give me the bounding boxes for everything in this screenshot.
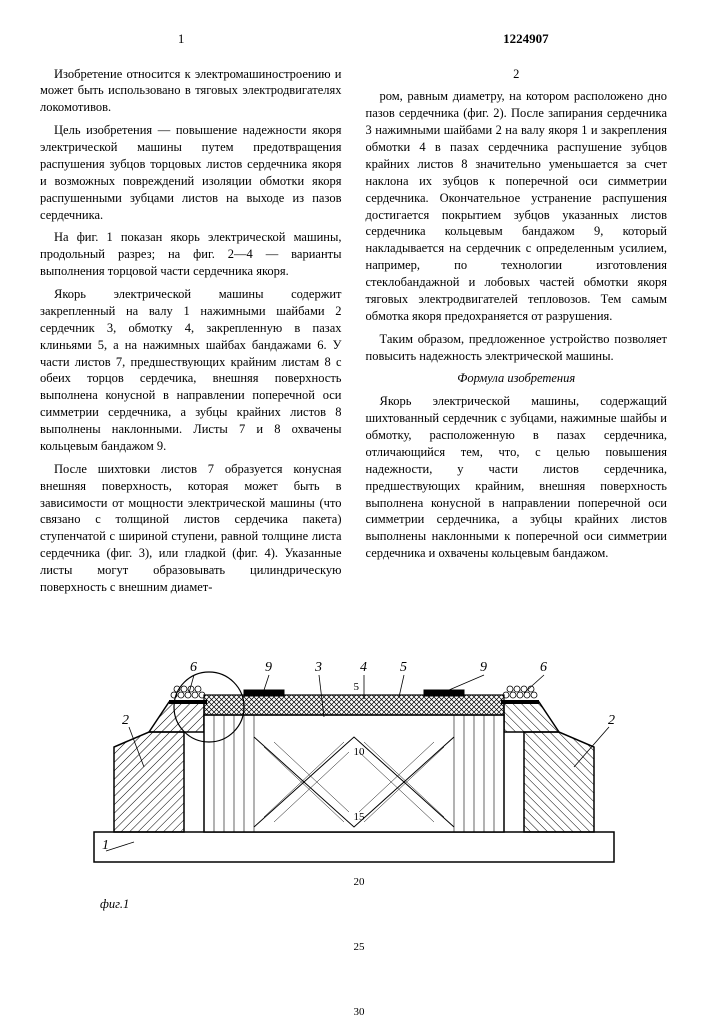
patent-number: 1224907 (503, 31, 549, 46)
callout-9-right: 9 (480, 660, 487, 675)
line-marker: 5 (354, 682, 360, 693)
col1-para-1: Изобретение относится к электромашиностр… (40, 66, 342, 117)
figure-label: фиг.1 (40, 896, 667, 913)
text-content: Изобретение относится к электромашиностр… (40, 66, 667, 602)
formula-title: Формула изобретения (366, 370, 668, 387)
col2-para-2: Таким образом, предложенное устройство п… (366, 331, 668, 365)
line-marker: 15 (354, 812, 365, 823)
callout-9-left: 9 (265, 660, 272, 675)
callout-6-left: 6 (190, 660, 197, 675)
col-number-2: 2 (366, 66, 668, 83)
column-1: Изобретение относится к электромашиностр… (40, 66, 342, 602)
callout-3: 3 (314, 660, 322, 675)
line-marker: 10 (354, 747, 365, 758)
callout-2-left: 2 (122, 713, 129, 728)
figure-1: 2 6 9 3 4 5 9 6 2 1 фиг.1 (40, 627, 667, 913)
col2-para-1: ром, равным диаметру, на котором располо… (366, 88, 668, 324)
page-header: 1 1224907 (40, 30, 667, 48)
column-2: 2 ром, равным диаметру, на котором распо… (366, 66, 668, 602)
line-marker: 30 (354, 1007, 365, 1018)
callout-4: 4 (360, 660, 367, 675)
col1-para-3: На фиг. 1 показан якорь электрической ма… (40, 229, 342, 280)
col2-para-3: Якорь электрической машины, содержащий ш… (366, 393, 668, 562)
callout-2-right: 2 (608, 713, 615, 728)
line-marker: 25 (354, 942, 365, 953)
callout-5: 5 (400, 660, 407, 675)
col1-para-5: После шихтовки листов 7 образуется конус… (40, 461, 342, 596)
col1-para-2: Цель изобретения — повышение надежности … (40, 122, 342, 223)
col1-para-4: Якорь электрической машины содержит закр… (40, 286, 342, 455)
callout-6-right: 6 (540, 660, 547, 675)
line-marker: 20 (354, 877, 365, 888)
col-number-1: 1 (40, 30, 322, 48)
